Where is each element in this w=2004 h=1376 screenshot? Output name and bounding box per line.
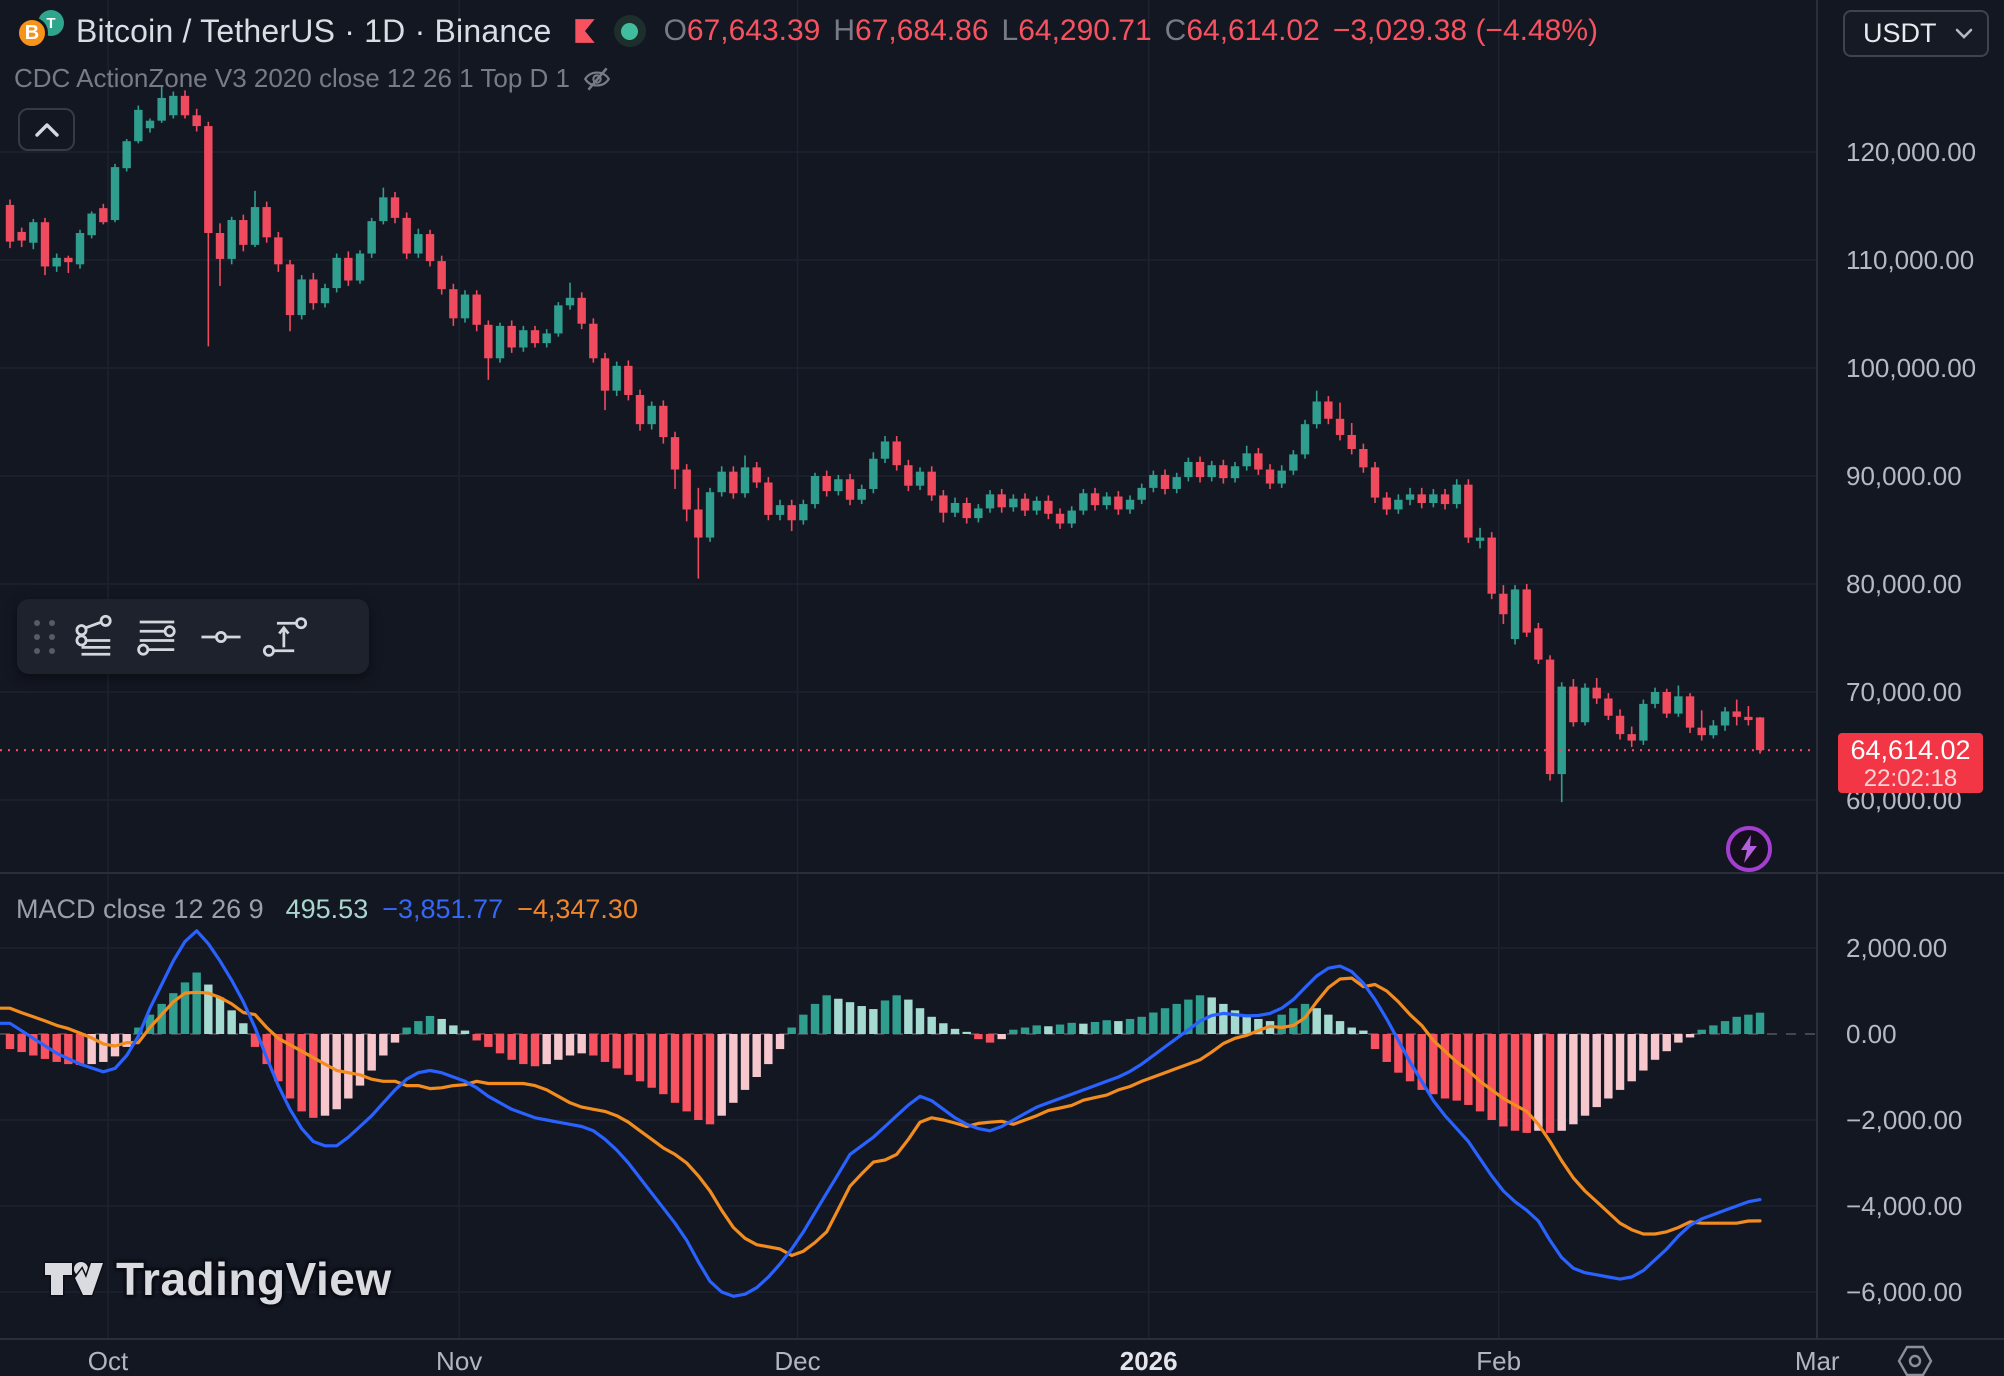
candlestick-series xyxy=(5,85,1765,803)
symbol-title[interactable]: Bitcoin / TetherUS · 1D · Binance xyxy=(76,12,552,49)
macd-axis-label: −2,000.00 xyxy=(1846,1105,1963,1135)
current-price-tag: 64,614.02 22:02:18 xyxy=(1838,733,1983,794)
time-axis-label: 2026 xyxy=(1119,1346,1178,1376)
macd-signal-line xyxy=(0,976,1762,1258)
tradingview-mark-icon xyxy=(43,1260,104,1297)
collapse-pane-button[interactable] xyxy=(18,108,75,151)
indicator-legend[interactable]: CDC ActionZone V3 2020 close 12 26 1 Top… xyxy=(14,63,612,94)
flag-icon[interactable] xyxy=(572,17,598,45)
current-price: 64,614.02 xyxy=(1850,734,1971,765)
price-scale[interactable]: 120,000.00 110,000.00 100,000.00 90,000.00 8… xyxy=(1818,0,2004,1338)
low-label: L xyxy=(1001,14,1019,47)
bar-countdown: 22:02:18 xyxy=(1863,764,1958,792)
time-axis-label: Oct xyxy=(87,1346,129,1376)
scale-settings-icon[interactable] xyxy=(1896,1344,1934,1376)
macd-main-line xyxy=(0,929,1762,1298)
macd-histogram xyxy=(5,972,1765,1133)
price-axis-label: 70,000.00 xyxy=(1846,677,1962,707)
symbol-header: T B Bitcoin / TetherUS · 1D · Binance O6… xyxy=(16,8,1598,54)
change-value: −3,029.38 (−4.48%) xyxy=(1332,14,1599,47)
instant-order-button[interactable] xyxy=(1726,826,1772,872)
horizontal-line-tool-icon[interactable] xyxy=(189,609,253,665)
macd-signal-value: −4,347.30 xyxy=(517,894,638,924)
macd-axis-label: −4,000.00 xyxy=(1846,1191,1963,1221)
currency-selected: USDT xyxy=(1863,18,1937,48)
macd-axis-label: 0.00 xyxy=(1846,1019,1897,1049)
macd-legend[interactable]: MACD close 12 26 9 495.53 −3,851.77 −4,3… xyxy=(16,894,638,925)
trend-fib-tool-icon[interactable] xyxy=(61,609,125,665)
time-scale[interactable]: Oct Nov Dec 2026 Feb Mar xyxy=(0,1338,2004,1376)
price-axis-label: 80,000.00 xyxy=(1846,569,1962,599)
lightning-icon xyxy=(1741,835,1757,863)
toolbar-drag-handle[interactable] xyxy=(27,614,61,660)
macd-hist-value: 495.53 xyxy=(285,894,369,924)
drawing-toolbar xyxy=(17,599,369,674)
chart-plot-area[interactable] xyxy=(0,0,2004,1338)
symbol-logo: T B xyxy=(16,10,66,52)
high-value: 67,684.86 xyxy=(855,14,989,47)
price-axis-label: 100,000.00 xyxy=(1846,353,1977,383)
tradingview-logo[interactable]: TradingView xyxy=(42,1252,392,1306)
currency-selector[interactable]: USDT xyxy=(1843,10,1989,57)
macd-axis-label: −6,000.00 xyxy=(1846,1277,1963,1307)
low-value: 64,290.71 xyxy=(1018,14,1152,47)
ohlc-values: O67,643.39 H67,684.86 L64,290.71 C64,614.02… xyxy=(664,14,1598,48)
time-axis-label: Mar xyxy=(1794,1346,1840,1376)
close-label: C xyxy=(1164,14,1187,47)
bitcoin-icon: B xyxy=(16,17,48,49)
time-axis-label: Dec xyxy=(774,1346,821,1376)
market-status-icon[interactable] xyxy=(613,15,646,47)
macd-axis-label: 2,000.00 xyxy=(1846,933,1948,963)
price-axis-label: 120,000.00 xyxy=(1846,137,1977,167)
pane-separators xyxy=(0,0,2004,1338)
macd-line-value: −3,851.77 xyxy=(382,894,504,924)
eye-off-icon[interactable] xyxy=(582,65,612,93)
chevron-down-icon xyxy=(1955,28,1973,39)
chevron-up-icon xyxy=(34,122,59,137)
macd-title[interactable]: MACD close 12 26 9 xyxy=(16,894,264,924)
open-value: 67,643.39 xyxy=(686,14,821,47)
gridlines xyxy=(0,0,1817,1338)
time-axis-label: Feb xyxy=(1476,1346,1522,1376)
price-axis-label: 110,000.00 xyxy=(1846,245,1975,275)
time-axis-label: Nov xyxy=(436,1346,483,1376)
close-value: 64,614.02 xyxy=(1186,14,1320,47)
price-axis-label: 90,000.00 xyxy=(1846,461,1962,491)
high-label: H xyxy=(833,14,856,47)
trend-projection-tool-icon[interactable] xyxy=(253,609,317,665)
indicator-label[interactable]: CDC ActionZone V3 2020 close 12 26 1 Top… xyxy=(14,63,570,93)
tradingview-wordmark: TradingView xyxy=(116,1253,392,1305)
open-label: O xyxy=(663,14,687,47)
fib-retracement-tool-icon[interactable] xyxy=(125,609,189,665)
